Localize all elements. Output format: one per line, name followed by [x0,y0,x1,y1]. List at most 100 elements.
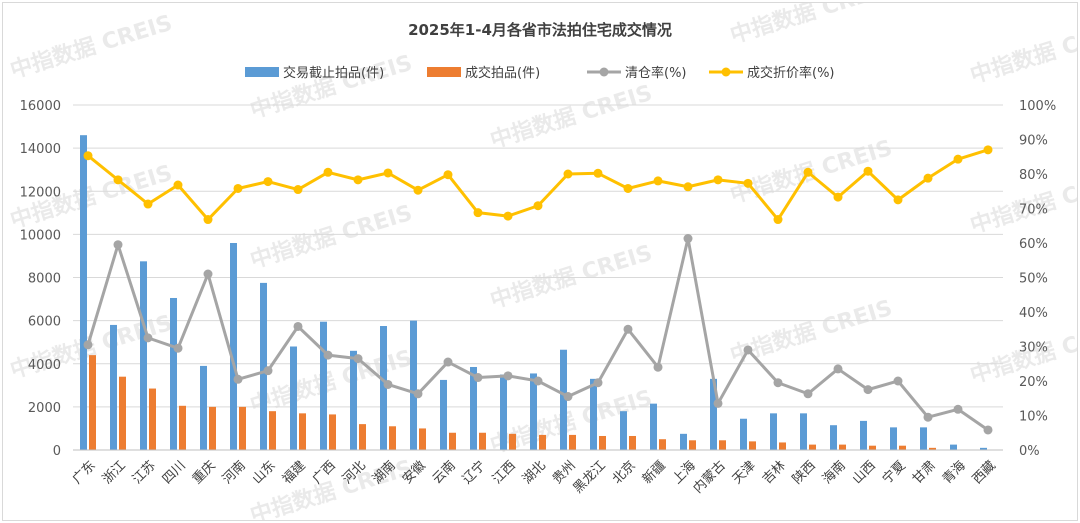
legend-label: 交易截止拍品(件) [283,65,384,81]
bar [740,418,747,450]
category-label: 宁夏 [879,458,909,488]
legend-swatch-marker [599,67,609,77]
bar [770,413,777,450]
legend-swatch [245,67,279,77]
series-point [593,168,603,178]
bar [140,261,147,450]
series-point [683,182,693,192]
bar [779,442,786,450]
series-point [863,166,873,176]
bar [110,324,117,450]
bar [329,414,336,450]
bar [209,406,216,450]
series-point [983,425,993,435]
bar [230,243,237,450]
watermark-text: 中指数据 CREIS [727,295,895,369]
bar [560,349,567,450]
legend-swatch [427,67,461,77]
bar [179,405,186,450]
right-axis-tick-label: 90% [1019,134,1048,149]
chart-svg: 中指数据 CREIS 中指数据 CREIS 中指数据 CREIS 中指数据 CREIS… [7,3,1077,520]
series-point [863,385,873,395]
series-point [623,183,633,193]
left-axis-tick-label: 16000 [20,99,61,114]
series-point [833,192,843,202]
bar [680,433,687,450]
bar [410,320,417,450]
right-axis-tick-label: 50% [1019,272,1048,287]
series-point [293,185,303,195]
series-point [623,324,633,334]
series-point [773,215,783,225]
series-point [923,173,933,183]
left-axis-tick-label: 6000 [28,315,61,330]
series-point [443,357,453,367]
right-axis-tick-label: 20% [1019,375,1048,390]
bar [380,326,387,450]
series-point [533,376,543,386]
legend-label: 成交拍品(件) [465,65,540,81]
right-axis-tick-label: 40% [1019,306,1048,321]
bar [599,435,606,450]
bar [689,440,696,450]
series-point [503,371,513,381]
series-point [893,195,903,205]
bar [89,355,96,450]
bar [260,282,267,450]
category-label: 广东 [70,458,99,487]
series-point [653,362,663,372]
series-point [113,240,123,250]
series-point [263,366,273,376]
bar [470,366,477,450]
series-point [743,345,753,355]
bar [659,439,666,450]
right-axis-tick-label: 70% [1019,203,1048,218]
series-point [593,378,603,388]
bar [749,441,756,450]
series-point [833,364,843,374]
bar-series [80,135,987,450]
bar [920,427,927,450]
category-label: 浙江 [100,458,129,487]
series-point [413,389,423,399]
series-point [713,398,723,408]
bar [590,378,597,450]
series-point [323,167,333,177]
watermark-text: 中指数据 CREIS [247,200,415,274]
bar [830,425,837,450]
series-point [83,340,93,350]
bar [800,413,807,450]
bar [389,426,396,450]
bar [629,435,636,450]
series-point [533,201,543,211]
bar [320,321,327,450]
gridlines [73,104,1003,451]
right-axis-tick-label: 0% [1019,444,1040,459]
series-line [86,237,989,432]
series-point [233,183,243,193]
category-label: 天津 [730,458,759,487]
series-point [503,211,513,221]
left-axis-tick-label: 12000 [20,185,61,200]
bar [839,444,846,450]
watermark-text: 中指数据 CREIS [967,15,1077,89]
series-point [233,374,243,384]
series-point [353,354,363,364]
watermark-text: 中指数据 CREIS [7,10,175,84]
series-point [443,170,453,180]
category-label: 甘肃 [910,458,939,487]
category-label: 四川 [160,458,189,487]
bar [890,427,897,450]
series-point [803,389,813,399]
bar [860,420,867,450]
series-point [203,215,213,225]
category-label: 河南 [219,458,249,488]
series-point [683,234,693,244]
series-point [83,151,93,161]
bar [119,376,126,450]
bar [530,373,537,450]
left-axis-tick-label: 14000 [20,142,61,157]
left-axis-tick-label: 0 [53,444,61,459]
series-point [713,175,723,185]
